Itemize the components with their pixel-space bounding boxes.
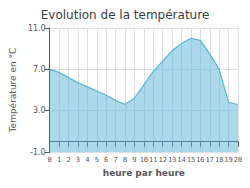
svg-text:2: 2 xyxy=(66,156,70,164)
svg-text:16: 16 xyxy=(196,156,204,164)
svg-text:heure par heure: heure par heure xyxy=(103,168,185,178)
svg-text:5: 5 xyxy=(95,156,99,164)
svg-text:Evolution de la température: Evolution de la température xyxy=(41,8,210,22)
svg-text:3.0: 3.0 xyxy=(33,106,46,115)
svg-text:7.0: 7.0 xyxy=(33,65,46,74)
svg-text:11.0: 11.0 xyxy=(28,24,46,33)
svg-text:11: 11 xyxy=(149,156,157,164)
svg-text:1: 1 xyxy=(57,156,61,164)
svg-text:20: 20 xyxy=(234,156,242,164)
svg-text:0: 0 xyxy=(48,156,52,164)
svg-text:15: 15 xyxy=(187,156,195,164)
svg-text:Température en °C: Température en °C xyxy=(8,48,18,134)
svg-text:14: 14 xyxy=(177,156,185,164)
svg-text:12: 12 xyxy=(158,156,166,164)
svg-text:18: 18 xyxy=(215,156,223,164)
svg-text:9: 9 xyxy=(132,156,136,164)
svg-text:-1.0: -1.0 xyxy=(30,148,46,157)
svg-text:19: 19 xyxy=(224,156,232,164)
svg-text:6: 6 xyxy=(104,156,108,164)
svg-text:3: 3 xyxy=(76,156,80,164)
svg-text:10: 10 xyxy=(140,156,148,164)
svg-text:17: 17 xyxy=(206,156,214,164)
svg-text:4: 4 xyxy=(85,156,89,164)
svg-text:13: 13 xyxy=(168,156,176,164)
svg-text:8: 8 xyxy=(123,156,127,164)
svg-text:7: 7 xyxy=(114,156,118,164)
